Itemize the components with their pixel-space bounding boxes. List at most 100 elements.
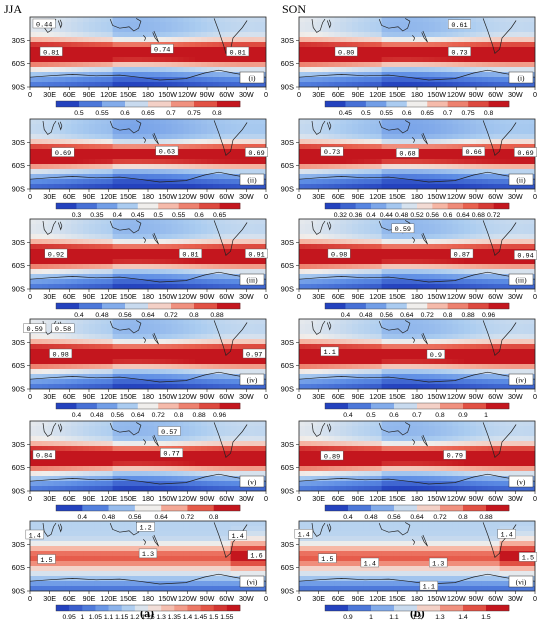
- field-cell: [106, 339, 114, 345]
- field-cell: [47, 259, 55, 265]
- field-cell: [47, 184, 55, 189]
- field-cell: [71, 556, 78, 562]
- field-cell: [148, 184, 155, 189]
- field-cell: [381, 37, 389, 43]
- field-cell: [106, 42, 114, 48]
- field-cell: [83, 259, 90, 265]
- field-cell: [464, 37, 471, 43]
- y-tick-label: 90S: [12, 587, 25, 596]
- field-cell: [112, 239, 120, 245]
- field-cell: [65, 47, 72, 53]
- field-cell: [118, 57, 125, 63]
- field-cell: [189, 22, 196, 28]
- field-cell: [112, 456, 120, 462]
- field-cell: [405, 144, 412, 150]
- field-cell: [195, 169, 202, 175]
- field-cell: [148, 77, 155, 83]
- field-cell: [112, 72, 120, 78]
- field-cell: [65, 279, 72, 285]
- field-cell: [77, 344, 84, 350]
- field-cell: [493, 129, 501, 135]
- field-cell: [112, 32, 120, 38]
- field-cell: [499, 42, 507, 48]
- field-cell: [35, 526, 43, 532]
- field-cell: [417, 134, 424, 140]
- value-annotation-box: [334, 46, 358, 57]
- field-cell: [470, 154, 477, 160]
- field-cell: [218, 329, 226, 335]
- field-cell: [153, 72, 161, 78]
- colorbar-frame: [55, 100, 241, 108]
- field-cell: [171, 174, 179, 180]
- field-cell: [517, 184, 524, 189]
- field-cell: [47, 329, 55, 335]
- colorbar-tick-label: 1.3: [156, 614, 166, 621]
- field-cell: [148, 364, 155, 370]
- field-cell: [177, 426, 184, 432]
- field-cell: [71, 324, 78, 330]
- field-cell: [30, 446, 37, 452]
- field-cell: [35, 77, 43, 83]
- field-cell: [422, 57, 430, 63]
- field-cell: [422, 37, 430, 43]
- field-cell: [171, 436, 179, 442]
- field-cell: [148, 124, 155, 130]
- field-cell: [452, 124, 459, 130]
- field-cell: [165, 27, 173, 33]
- field-cell: [352, 184, 359, 189]
- field-cell: [470, 42, 477, 48]
- field-cell: [171, 179, 179, 185]
- field-cell: [47, 42, 55, 48]
- field-cell: [106, 441, 114, 447]
- field-cell: [212, 446, 220, 452]
- y-tick-label: 90S: [281, 185, 294, 194]
- field-cell: [322, 47, 330, 53]
- field-cell: [248, 431, 255, 437]
- field-cell: [212, 57, 220, 63]
- field-cell: [165, 219, 173, 225]
- field-cell: [458, 82, 465, 87]
- field-cell: [195, 329, 202, 335]
- field-cell: [30, 364, 37, 370]
- field-cell: [207, 334, 214, 340]
- field-cell: [177, 129, 184, 135]
- field-cell: [230, 546, 238, 552]
- field-cell: [248, 47, 255, 53]
- field-cell: [71, 52, 78, 58]
- field-cell: [358, 17, 365, 23]
- field-cell: [71, 124, 78, 130]
- field-cell: [118, 269, 125, 275]
- field-cell: [106, 179, 114, 185]
- field-cell: [248, 234, 255, 240]
- field-cell: [236, 32, 243, 38]
- coastline: [30, 573, 266, 585]
- field-cell: [517, 27, 524, 33]
- field-cell: [77, 324, 84, 330]
- field-cell: [136, 32, 143, 38]
- field-cell: [77, 159, 84, 165]
- field-cell: [201, 384, 208, 389]
- field-cell: [230, 476, 238, 482]
- field-cell: [30, 249, 37, 255]
- field-cell: [94, 239, 102, 245]
- field-cell: [476, 129, 483, 135]
- field-cell: [100, 451, 108, 457]
- field-cell: [94, 184, 102, 189]
- field-cell: [94, 62, 102, 68]
- field-cell: [112, 159, 120, 165]
- x-tick-label: 0: [264, 90, 268, 99]
- field-cell: [47, 57, 55, 63]
- field-cell: [53, 144, 61, 150]
- field-cell: [177, 47, 184, 53]
- field-cell: [201, 421, 208, 427]
- field-cell: [212, 174, 220, 180]
- field-cell: [224, 576, 232, 582]
- field-cell: [112, 471, 120, 477]
- field-cell: [177, 179, 184, 185]
- field-cell: [59, 219, 66, 225]
- field-cell: [35, 234, 43, 240]
- field-cell: [71, 461, 78, 467]
- field-cell: [130, 144, 137, 150]
- field-cell: [316, 67, 324, 73]
